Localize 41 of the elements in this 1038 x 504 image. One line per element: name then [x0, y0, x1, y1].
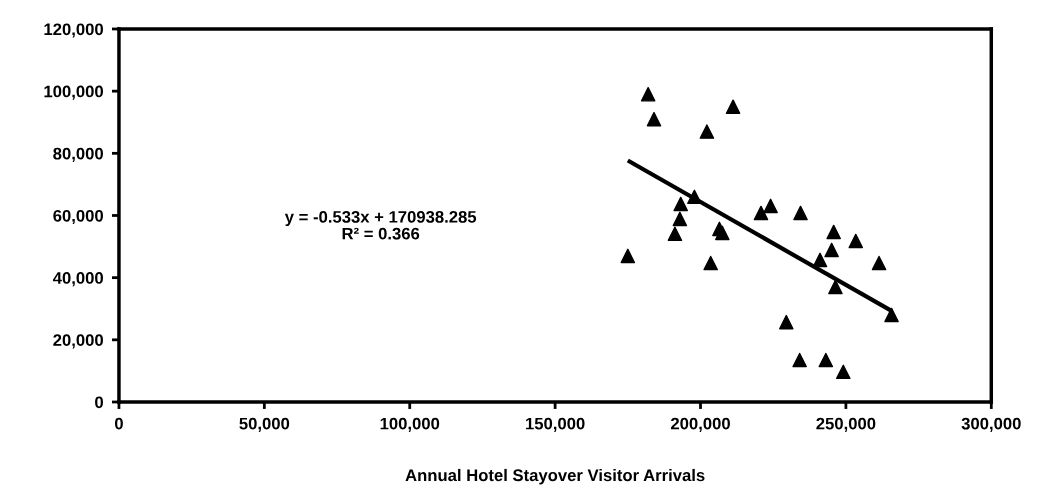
- annotation: y = -0.533x + 170938.285 R² = 0.366: [284, 210, 477, 240]
- y-tick-label: 0: [95, 396, 103, 409]
- point: [884, 307, 899, 323]
- x-tick-label: 100,000: [380, 417, 440, 432]
- point: [673, 196, 689, 212]
- x-tick-label: 0: [114, 417, 123, 430]
- x-tick-label: 250,000: [816, 417, 876, 432]
- point: [779, 314, 794, 330]
- point: [725, 99, 741, 114]
- point: [793, 205, 808, 221]
- point: [672, 211, 688, 227]
- point: [620, 248, 636, 264]
- y-tick-label: 40,000: [52, 272, 103, 287]
- point: [818, 352, 834, 368]
- x-tick-label: 50,000: [239, 417, 290, 432]
- point: [715, 225, 730, 241]
- x-axis-title: Annual Hotel Stayover Visitor Arrivals: [405, 468, 705, 485]
- point: [792, 352, 807, 368]
- point: [667, 226, 683, 242]
- y-tick-label: 100,000: [44, 85, 103, 100]
- x-tick-label: 150,000: [526, 417, 585, 432]
- point: [826, 224, 841, 240]
- point: [848, 233, 864, 249]
- point: [687, 189, 702, 205]
- point: [828, 279, 843, 295]
- x-tick-label: 300,000: [961, 417, 1021, 432]
- y-tick-label: 120,000: [44, 23, 103, 38]
- x-tick-label: 200,000: [670, 417, 730, 432]
- point: [871, 255, 887, 271]
- point: [646, 111, 662, 127]
- point: [703, 255, 718, 271]
- y-tick-label: 60,000: [53, 209, 103, 225]
- point: [836, 364, 851, 380]
- point: [812, 252, 828, 268]
- point: [763, 198, 778, 214]
- point: [824, 242, 839, 258]
- point: [753, 205, 769, 221]
- point: [640, 86, 656, 102]
- y-tick-label: 20,000: [53, 334, 103, 349]
- y-tick-label: 80,000: [53, 147, 103, 162]
- point: [699, 124, 715, 139]
